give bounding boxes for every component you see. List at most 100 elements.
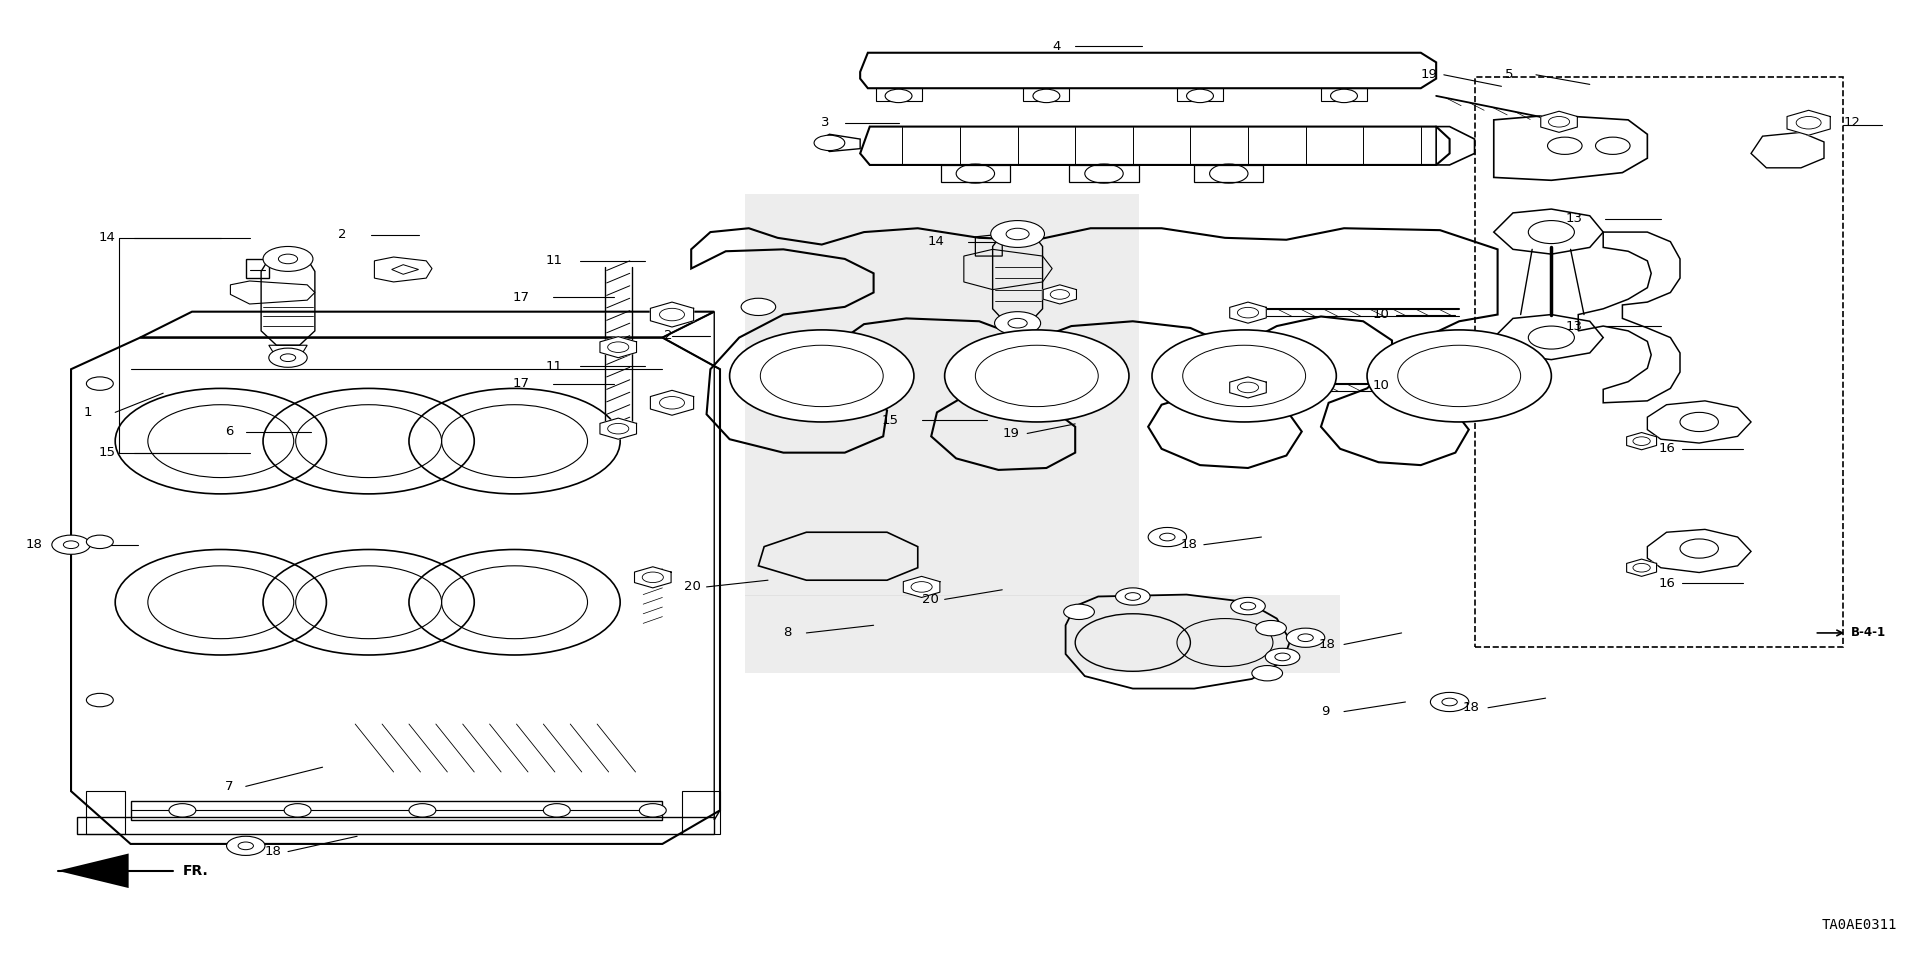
Text: 13: 13 xyxy=(1565,319,1582,333)
Text: 18: 18 xyxy=(1463,701,1480,714)
Circle shape xyxy=(1286,628,1325,647)
Polygon shape xyxy=(651,302,693,327)
Circle shape xyxy=(86,377,113,390)
Text: 18: 18 xyxy=(1319,638,1336,651)
Text: 10: 10 xyxy=(1373,308,1390,321)
Polygon shape xyxy=(902,576,941,597)
Polygon shape xyxy=(1229,302,1267,323)
Text: 20: 20 xyxy=(922,593,939,606)
Polygon shape xyxy=(1229,377,1267,398)
Circle shape xyxy=(730,330,914,422)
Text: 2: 2 xyxy=(664,329,672,342)
Circle shape xyxy=(263,246,313,271)
Circle shape xyxy=(280,354,296,362)
Circle shape xyxy=(1275,653,1290,661)
Text: 15: 15 xyxy=(98,446,115,459)
Circle shape xyxy=(945,330,1129,422)
Circle shape xyxy=(1367,330,1551,422)
Circle shape xyxy=(1430,692,1469,712)
Circle shape xyxy=(1187,89,1213,103)
Text: 18: 18 xyxy=(1181,538,1198,551)
Text: 14: 14 xyxy=(927,235,945,248)
Circle shape xyxy=(284,804,311,817)
Circle shape xyxy=(52,535,90,554)
Circle shape xyxy=(1596,137,1630,154)
Circle shape xyxy=(607,342,628,352)
Circle shape xyxy=(1265,648,1300,666)
Text: 11: 11 xyxy=(545,254,563,268)
Circle shape xyxy=(1442,698,1457,706)
Circle shape xyxy=(1632,436,1651,445)
Text: 10: 10 xyxy=(1373,379,1390,392)
Bar xyxy=(745,194,1139,596)
Polygon shape xyxy=(58,854,129,888)
Text: 9: 9 xyxy=(1321,705,1329,718)
Circle shape xyxy=(1238,307,1260,318)
Circle shape xyxy=(1240,602,1256,610)
Circle shape xyxy=(1632,563,1651,572)
Text: 8: 8 xyxy=(783,626,791,640)
Text: 12: 12 xyxy=(1843,116,1860,129)
Circle shape xyxy=(991,221,1044,247)
Circle shape xyxy=(1152,330,1336,422)
Circle shape xyxy=(1256,620,1286,636)
Text: 17: 17 xyxy=(513,291,530,304)
Text: 5: 5 xyxy=(1505,68,1513,82)
Text: B-4-1: B-4-1 xyxy=(1851,626,1885,640)
Circle shape xyxy=(607,424,628,433)
Polygon shape xyxy=(1626,433,1657,450)
Circle shape xyxy=(1006,228,1029,240)
Circle shape xyxy=(1116,588,1150,605)
Text: 20: 20 xyxy=(684,580,701,594)
Text: 19: 19 xyxy=(1421,68,1438,82)
Text: TA0AE0311: TA0AE0311 xyxy=(1822,918,1897,932)
Circle shape xyxy=(741,298,776,316)
Circle shape xyxy=(86,693,113,707)
Text: 17: 17 xyxy=(513,377,530,390)
Text: FR.: FR. xyxy=(182,864,207,877)
Text: 16: 16 xyxy=(1659,442,1676,456)
Polygon shape xyxy=(634,567,672,588)
Circle shape xyxy=(278,254,298,264)
Circle shape xyxy=(63,541,79,549)
Circle shape xyxy=(409,804,436,817)
Text: 11: 11 xyxy=(545,360,563,373)
Polygon shape xyxy=(651,390,693,415)
Bar xyxy=(1475,77,1843,647)
Circle shape xyxy=(1795,116,1820,129)
Bar xyxy=(745,595,1340,673)
Text: 13: 13 xyxy=(1565,212,1582,225)
Circle shape xyxy=(910,581,931,592)
Circle shape xyxy=(885,89,912,103)
Text: 2: 2 xyxy=(338,228,346,242)
Circle shape xyxy=(995,312,1041,335)
Circle shape xyxy=(86,535,113,549)
Text: 3: 3 xyxy=(822,116,829,129)
Circle shape xyxy=(660,308,684,320)
Text: 14: 14 xyxy=(98,231,115,245)
Circle shape xyxy=(643,572,664,582)
Circle shape xyxy=(238,842,253,850)
Text: 6: 6 xyxy=(225,425,232,438)
Text: 18: 18 xyxy=(25,538,42,551)
Circle shape xyxy=(1148,527,1187,547)
Circle shape xyxy=(814,135,845,151)
Polygon shape xyxy=(1788,110,1830,135)
Circle shape xyxy=(1252,666,1283,681)
Text: 18: 18 xyxy=(265,845,282,858)
Circle shape xyxy=(543,804,570,817)
Circle shape xyxy=(227,836,265,855)
Circle shape xyxy=(1033,89,1060,103)
Circle shape xyxy=(1008,318,1027,328)
Circle shape xyxy=(1125,593,1140,600)
Text: 1: 1 xyxy=(84,406,92,419)
Circle shape xyxy=(1549,116,1571,127)
Circle shape xyxy=(1231,597,1265,615)
Polygon shape xyxy=(599,337,637,358)
Circle shape xyxy=(169,804,196,817)
Circle shape xyxy=(639,804,666,817)
Circle shape xyxy=(1548,137,1582,154)
Circle shape xyxy=(269,348,307,367)
Circle shape xyxy=(1238,383,1260,393)
Circle shape xyxy=(1160,533,1175,541)
